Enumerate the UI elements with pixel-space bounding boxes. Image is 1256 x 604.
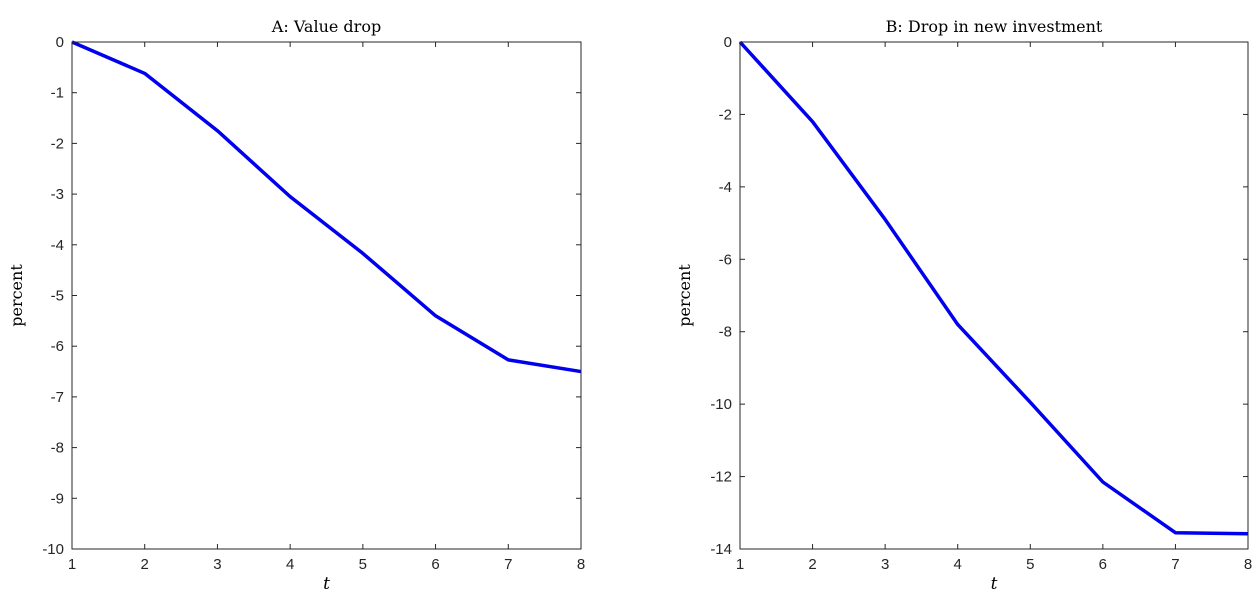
x-tick-label: 7 bbox=[504, 556, 512, 573]
x-tick-label: 8 bbox=[1244, 556, 1252, 573]
x-tick-label: 3 bbox=[213, 556, 221, 573]
x-tick-label: 1 bbox=[736, 556, 744, 573]
x-tick-label: 3 bbox=[881, 556, 889, 573]
y-tick-label: 0 bbox=[724, 34, 732, 51]
y-tick-label: -4 bbox=[51, 237, 64, 254]
x-tick-label: 4 bbox=[286, 556, 294, 573]
x-tick-label: 2 bbox=[808, 556, 816, 573]
y-tick-label: -8 bbox=[719, 324, 732, 341]
y-axis-label: percent bbox=[675, 264, 694, 327]
x-tick-label: 8 bbox=[577, 556, 585, 573]
x-tick-label: 6 bbox=[1099, 556, 1107, 573]
panel-b: B: Drop in new investment 1 2 3 4 5 6 7 8 0 -2 -4 -6… bbox=[675, 17, 1252, 594]
y-tick-label: -1 bbox=[51, 85, 64, 102]
y-axis-label: percent bbox=[7, 264, 26, 327]
x-tick-label: 2 bbox=[141, 556, 149, 573]
chart-title-a: A: Value drop bbox=[271, 17, 381, 36]
x-tick-label: 7 bbox=[1171, 556, 1179, 573]
y-tick-label: -12 bbox=[710, 469, 732, 486]
x-axis-label: t bbox=[991, 574, 998, 594]
axes-frame-a bbox=[71, 41, 582, 550]
series-line-b bbox=[738, 40, 1249, 536]
y-tick-label: -7 bbox=[51, 389, 64, 406]
series-line-a bbox=[71, 40, 582, 374]
y-tick-label: -6 bbox=[51, 338, 64, 355]
y-tick-label: -5 bbox=[51, 288, 64, 305]
panel-a: A: Value drop 1 2 3 4 5 6 7 8 0 -1 -2 -3 -4 -5 -6 -7 -8 -9… bbox=[7, 17, 585, 594]
x-tick-label: 5 bbox=[359, 556, 367, 573]
x-tick-label: 5 bbox=[1026, 556, 1034, 573]
y-tick-label: -6 bbox=[719, 251, 732, 268]
y-tick-label: -2 bbox=[719, 106, 732, 123]
y-tick-label: -4 bbox=[719, 179, 732, 196]
y-tick-label: -10 bbox=[42, 541, 64, 558]
x-tick-label: 6 bbox=[431, 556, 439, 573]
chart-title-b: B: Drop in new investment bbox=[886, 17, 1103, 36]
x-tick-label: 4 bbox=[954, 556, 962, 573]
y-tick-label: -10 bbox=[710, 396, 732, 413]
y-tick-label: -3 bbox=[51, 186, 64, 203]
axes-frame-b bbox=[739, 41, 1249, 550]
y-tick-label: -2 bbox=[51, 135, 64, 152]
y-tick-label: -8 bbox=[51, 440, 64, 457]
y-tick-label: 0 bbox=[56, 34, 64, 51]
y-tick-label: -9 bbox=[51, 490, 64, 507]
x-tick-label: 1 bbox=[68, 556, 76, 573]
y-tick-label: -14 bbox=[710, 541, 732, 558]
x-axis-label: t bbox=[323, 574, 330, 594]
